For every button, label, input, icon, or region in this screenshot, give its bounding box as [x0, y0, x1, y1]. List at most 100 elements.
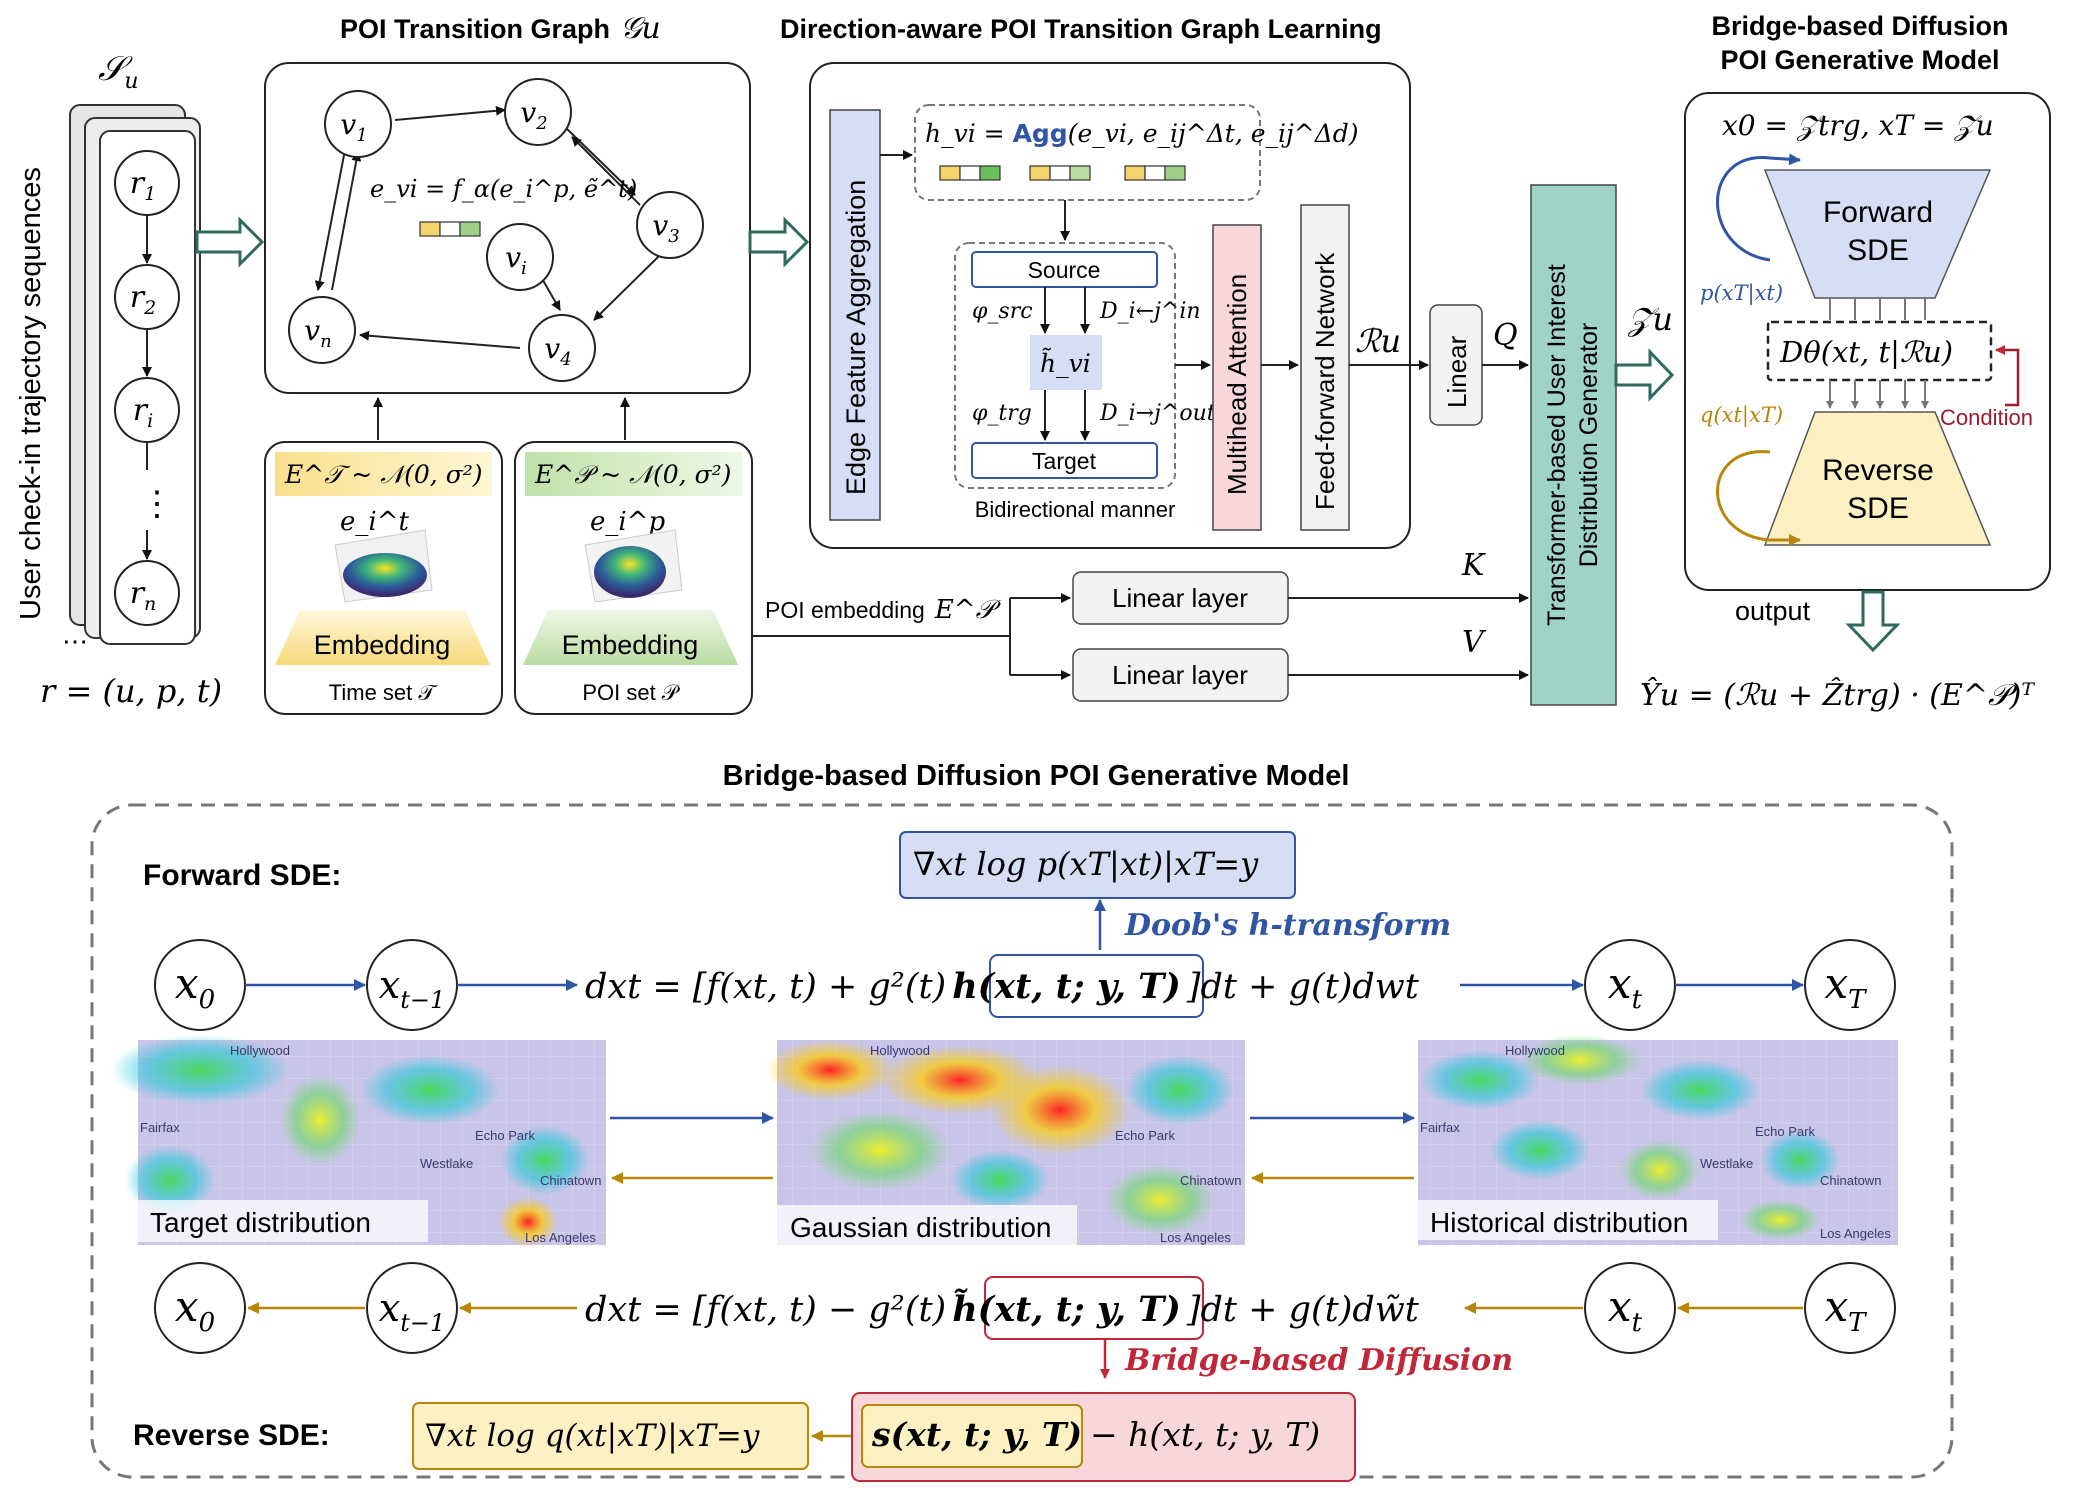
- output-arrow: [1845, 590, 1901, 653]
- heatmap-target: [110, 1035, 606, 1247]
- grad-p-box: [899, 831, 1296, 899]
- ffn-label: Feed-forward Network: [1310, 252, 1340, 510]
- time-set-label: Time set 𝒯: [329, 680, 439, 705]
- forward-sde-label: Forward SDE: [1823, 196, 1933, 267]
- d-theta-box: [1766, 320, 1993, 382]
- forward-loop: [1716, 153, 1801, 262]
- reverse-sde-label: Reverse SDE: [1822, 454, 1934, 525]
- bottom-title: Bridge-based Diffusion POI Generative Mo…: [723, 760, 1350, 792]
- svg-text:Los Angeles: Los Angeles: [1160, 1230, 1231, 1245]
- poi-emb: e_i^p: [590, 507, 665, 537]
- doob-label: Doob's h-transform: [1124, 908, 1451, 943]
- q-dist-label: q(xt|xT): [1700, 403, 1783, 428]
- heatmap-gaussian: [765, 1040, 1245, 1245]
- h-tilde: h̃_vi: [1040, 349, 1091, 378]
- reverse-sde-title: Reverse SDE:: [133, 1419, 330, 1452]
- rev-h-box: [984, 1276, 1204, 1340]
- svg-text:Hollywood: Hollywood: [870, 1043, 930, 1058]
- map-label-gaussian: Gaussian distribution: [790, 1212, 1051, 1243]
- phi-trg: φ_trg: [972, 401, 1032, 426]
- reverse-sde-shape: [1763, 411, 1992, 546]
- grad-q: ∇xt log q(xt|xT)|xT=y: [425, 1418, 760, 1454]
- record-def: r = (u, p, t): [40, 672, 222, 710]
- svg-text:Linear layer: Linear layer: [1112, 660, 1248, 690]
- svg-text:Hollywood: Hollywood: [230, 1043, 290, 1058]
- phi-src: φ_src: [972, 299, 1033, 324]
- svg-text:Echo Park: Echo Park: [1115, 1128, 1175, 1143]
- map-label-historical: Historical distribution: [1430, 1207, 1688, 1238]
- poi-set-label: POI set 𝒫: [582, 680, 680, 705]
- bridge-label: Bridge-based Diffusion: [1124, 1343, 1513, 1378]
- reverse-chain: x0 xt−1 xt xT: [154, 1262, 1896, 1354]
- r-u: ℛu: [1355, 322, 1401, 360]
- svg-text:Chinatown: Chinatown: [540, 1173, 601, 1188]
- q-label: Q: [1493, 318, 1518, 353]
- x-def: x0 = 𝒵trg, xT = 𝒵u: [1722, 109, 1994, 142]
- svg-text:xT: xT: [1824, 959, 1867, 1015]
- bidirectional-label: Bidirectional manner: [975, 497, 1176, 522]
- k-label: K: [1461, 548, 1486, 583]
- poi-embedding: Embedding: [562, 630, 699, 660]
- vertical-dots: ⋮: [140, 485, 174, 523]
- ffn-box: [1300, 204, 1350, 531]
- forward-sde-title: Forward SDE:: [143, 859, 341, 892]
- graph-nodes: v1 v2 v3 vi vn v4: [288, 78, 704, 382]
- side-label: User check-in trajectory sequences: [15, 167, 47, 620]
- svg-text:Los Angeles: Los Angeles: [1820, 1226, 1891, 1241]
- condition-arrow: [1995, 345, 2020, 407]
- hollow-arrow-2: [748, 216, 810, 268]
- source-box: [971, 251, 1158, 288]
- map-label-target: Target distribution: [150, 1207, 371, 1238]
- poi-surface-plot: [584, 529, 683, 603]
- learning-title: Direction-aware POI Transition Graph Lea…: [780, 14, 1382, 44]
- edge-feature-bar: [419, 221, 481, 237]
- svg-text:Hollywood: Hollywood: [1505, 1043, 1565, 1058]
- fwd-h-box: [989, 954, 1204, 1018]
- poi-dist: E^𝒫 ~ 𝒩(0, σ²): [534, 460, 731, 489]
- agg-formula: h_vi = Agg(e_vi, e_ij^Δt, e_ij^Δd): [925, 119, 1359, 148]
- minus-h: − h(xt, t; y, T): [1090, 1415, 1320, 1454]
- record-nodes: r1 r2 ri rn: [114, 150, 180, 626]
- d-theta: Dθ(xt, t|ℛu): [1779, 335, 1953, 369]
- d-in: D_i←j^in: [1099, 299, 1201, 324]
- svg-text:Fairfax: Fairfax: [140, 1120, 180, 1135]
- reverse-loop: [1716, 450, 1801, 546]
- poi-graph-title: POI Transition Graph 𝒢u: [340, 11, 661, 46]
- svg-text:Linear layer: Linear layer: [1112, 583, 1248, 613]
- mha-label: Multihead Attention: [1222, 274, 1252, 495]
- svg-text:Echo Park: Echo Park: [1755, 1124, 1815, 1139]
- set-symbol: 𝒮u: [98, 49, 139, 94]
- grad-q-box: [412, 1402, 809, 1470]
- p-label: p(xT|xt): [1700, 281, 1783, 306]
- y-hat: Ŷu = (ℛu + Ẑtrg) · (E^𝒫)ᵀ: [1640, 677, 2035, 713]
- svg-text:Chinatown: Chinatown: [1180, 1173, 1241, 1188]
- transformer-label: Transformer-based User Interest Distribut…: [1543, 264, 1603, 626]
- hollow-arrow-1: [195, 216, 265, 268]
- svg-text:Westlake: Westlake: [1700, 1156, 1753, 1171]
- svg-text:Los Angeles: Los Angeles: [525, 1230, 596, 1245]
- score: s(xt, t; y, T): [871, 1415, 1082, 1454]
- svg-text:Echo Park: Echo Park: [475, 1128, 535, 1143]
- time-embedding: Embedding: [314, 630, 451, 660]
- d-out: D_i→j^out: [1099, 401, 1216, 426]
- output-label: output: [1735, 596, 1811, 626]
- bridge-title-top: Bridge-based Diffusion POI Generative Mod…: [1711, 11, 2008, 75]
- svg-text:Fairfax: Fairfax: [1420, 1120, 1460, 1135]
- target-label: Target: [1032, 448, 1097, 474]
- grad-p: ∇xt log p(xT|xt)|xT=y: [913, 845, 1259, 883]
- edge-agg-label: Edge Feature Aggregation: [841, 180, 871, 495]
- edge-formula: e_vi = f_α(e_i^p, ẽ^t): [370, 175, 637, 203]
- target-box: [971, 442, 1158, 479]
- fwd-equation: dxt = [f(xt, t) + g²(t) h(xt, t; y, T)]dt…: [585, 966, 1420, 1007]
- z-u: 𝒵u: [1627, 300, 1673, 338]
- transformer-box: [1530, 184, 1617, 706]
- time-dist: E^𝒯 ~ 𝒩(0, σ²): [284, 460, 483, 489]
- forward-sde-shape: [1763, 169, 1992, 299]
- condition-label: Condition: [1940, 405, 2033, 430]
- time-surface-plot: [334, 529, 433, 603]
- v-label: V: [1462, 625, 1487, 660]
- svg-text:x0: x0: [175, 1282, 215, 1338]
- h-tilde-box: [1030, 335, 1102, 390]
- svg-text:Chinatown: Chinatown: [1820, 1173, 1881, 1188]
- source-label: Source: [1028, 257, 1101, 283]
